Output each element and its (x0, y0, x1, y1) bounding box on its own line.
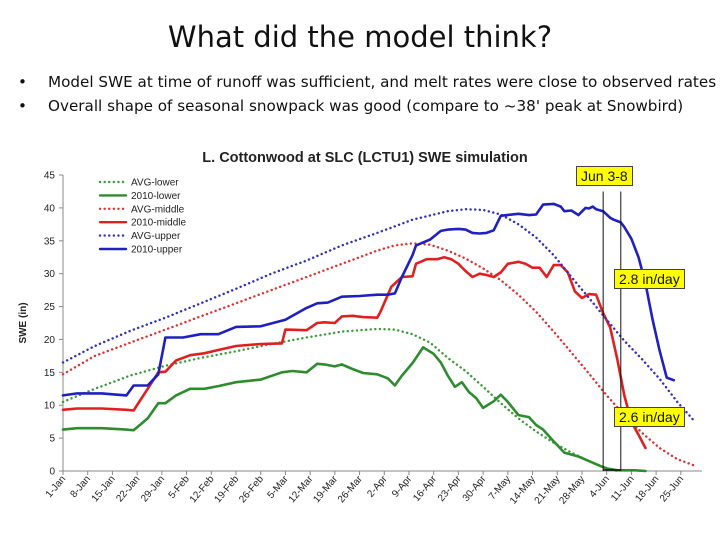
x-tick-label: 15-Jan (90, 474, 118, 504)
series-line-avg-lower (61, 327, 619, 473)
chart-title: L. Cottonwood at SLC (LCTU1) SWE simulat… (202, 150, 527, 166)
x-tick-label: 16-Apr (411, 473, 439, 504)
x-tick-label: 30-Apr (461, 473, 489, 504)
slide-title: What did the model think? (167, 20, 553, 54)
bullet-list: • Model SWE at time of runoff was suffici… (12, 70, 716, 118)
x-tick-label: 2-Apr (365, 473, 390, 499)
y-axis-label: SWE (in) (18, 302, 29, 343)
bullet-item: • Overall shape of seasonal snowpack was … (12, 94, 716, 118)
legend-label: 2010-lower (131, 191, 181, 202)
x-tick-label: 19-Feb (212, 474, 241, 506)
legend: AVG-lower 2010-lower AVG-middle 2010-middle… (98, 178, 186, 256)
x-tick-label: 11-Jun (609, 474, 637, 504)
x-tick-label: 28-May (557, 474, 587, 507)
x-tick-label: 22-Jan (114, 474, 142, 504)
bullet-marker: • (18, 97, 27, 115)
y-tick-label: 5 (49, 434, 55, 445)
series-line-avg-middle (61, 242, 697, 467)
x-tick-label: 25-Jun (658, 474, 686, 504)
series-line-avg-upper (61, 207, 697, 423)
bullet-item: • Model SWE at time of runoff was suffici… (12, 70, 716, 94)
x-tick-label: 19-Mar (311, 473, 340, 505)
legend-label: 2010-upper (131, 245, 183, 256)
legend-label: AVG-lower (131, 178, 179, 189)
legend-label: AVG-middle (131, 204, 185, 215)
callout-jun-3-8: Jun 3-8 (576, 166, 633, 186)
bullet-text: Model SWE at time of runoff was sufficie… (48, 73, 717, 91)
legend-label: AVG-upper (131, 231, 181, 242)
series-line-2010-middle (61, 255, 647, 450)
x-tick-label: 18-Jun (633, 474, 661, 504)
y-tick-label: 35 (44, 236, 56, 247)
y-tick-label: 30 (44, 269, 56, 280)
y-tick-label: 15 (44, 368, 56, 379)
bullet-marker: • (18, 73, 27, 91)
x-tick-label: 12-Mar (287, 473, 316, 505)
x-tick-label: 14-May (508, 474, 538, 507)
y-tick-label: 10 (44, 401, 56, 412)
bullet-text: Overall shape of seasonal snowpack was g… (48, 97, 684, 115)
callout-melt-rate-lower: 2.6 in/day (614, 407, 685, 427)
x-tick-label: 23-Apr (436, 473, 464, 504)
y-tick-label: 40 (44, 203, 56, 214)
x-tick-label: 26-Mar (336, 473, 365, 505)
x-tick-label: 12-Feb (188, 474, 217, 506)
x-tick-label: 29-Jan (139, 474, 167, 504)
y-tick-label: 20 (44, 335, 56, 346)
x-tick-label: 1-Jan (44, 474, 69, 500)
swe-chart: L. Cottonwood at SLC (LCTU1) SWE simulat… (18, 150, 702, 507)
callout-melt-rate-upper: 2.8 in/day (614, 269, 685, 289)
y-tick-label: 45 (44, 171, 56, 182)
x-tick-label: 21-May (533, 474, 563, 507)
legend-label: 2010-middle (131, 218, 186, 229)
series-line-2010-upper (61, 202, 676, 397)
y-tick-label: 25 (44, 302, 56, 313)
series-line-2010-lower (61, 346, 647, 473)
x-tick-label: 26-Feb (237, 474, 266, 506)
series-layer (61, 202, 697, 473)
y-tick-label: 0 (49, 467, 55, 478)
